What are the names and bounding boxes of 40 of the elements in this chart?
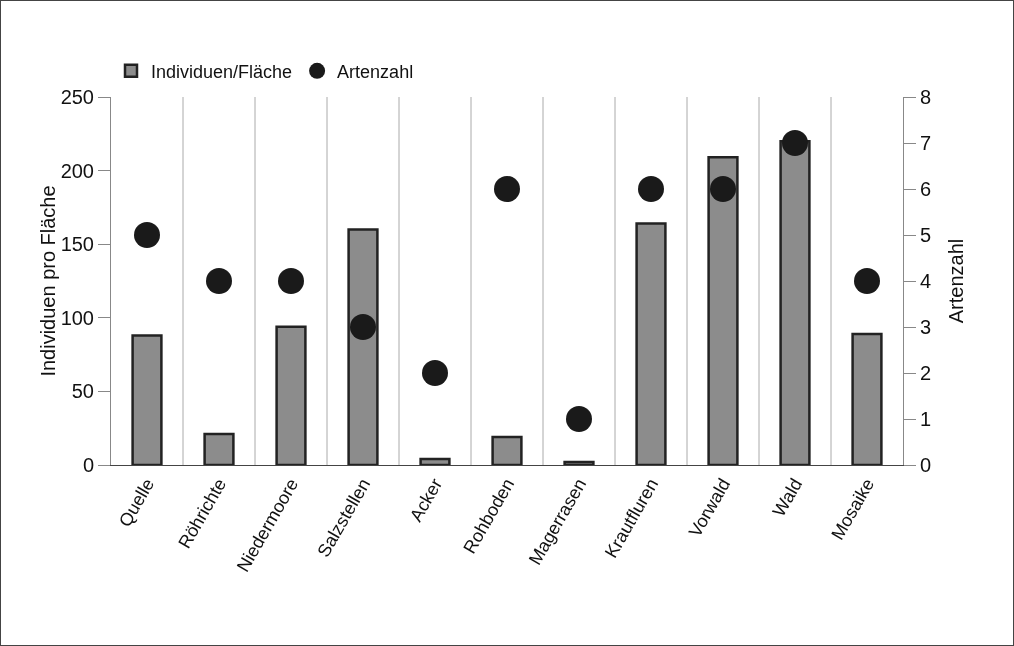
y2-tick-label: 5 [920, 224, 932, 246]
y2-tick-label: 4 [920, 270, 932, 292]
bar [563, 460, 595, 465]
y-tick-label: 150 [60, 233, 94, 256]
y2-tick-label: 0 [920, 454, 932, 476]
y-tick-label: 0 [82, 454, 94, 476]
y2-tick-label: 3 [920, 316, 932, 338]
point [638, 176, 664, 202]
y-tick-label: 250 [60, 86, 94, 108]
bar [491, 435, 523, 465]
y-axis-title: Individuen pro Fläche [36, 185, 59, 377]
point [494, 176, 520, 202]
bar [707, 156, 739, 465]
y2-tick-label: 1 [920, 408, 932, 430]
y2-tick-label: 6 [920, 178, 932, 200]
bar [635, 222, 667, 465]
point [350, 314, 376, 340]
point [422, 360, 448, 386]
point [782, 130, 808, 156]
legend-label: Individuen/Fläche [151, 61, 293, 82]
y2-tick-label: 8 [920, 86, 932, 108]
y-tick-label: 50 [71, 380, 94, 403]
y-tick-label: 100 [60, 306, 94, 329]
y2-axis-title: Artenzahl [945, 238, 967, 324]
bar [275, 325, 307, 465]
bar [851, 332, 883, 465]
bar [347, 228, 379, 465]
bar [419, 457, 451, 465]
bar [131, 334, 163, 465]
y-tick-label: 200 [60, 159, 94, 182]
point [134, 222, 160, 248]
point [854, 268, 880, 294]
point [206, 268, 232, 294]
point [710, 176, 736, 202]
legend-label: Artenzahl [337, 61, 414, 82]
y2-tick-label: 2 [920, 362, 932, 384]
y2-tick-label: 7 [920, 132, 932, 154]
point [278, 268, 304, 294]
bar [203, 432, 235, 465]
point [566, 406, 592, 432]
